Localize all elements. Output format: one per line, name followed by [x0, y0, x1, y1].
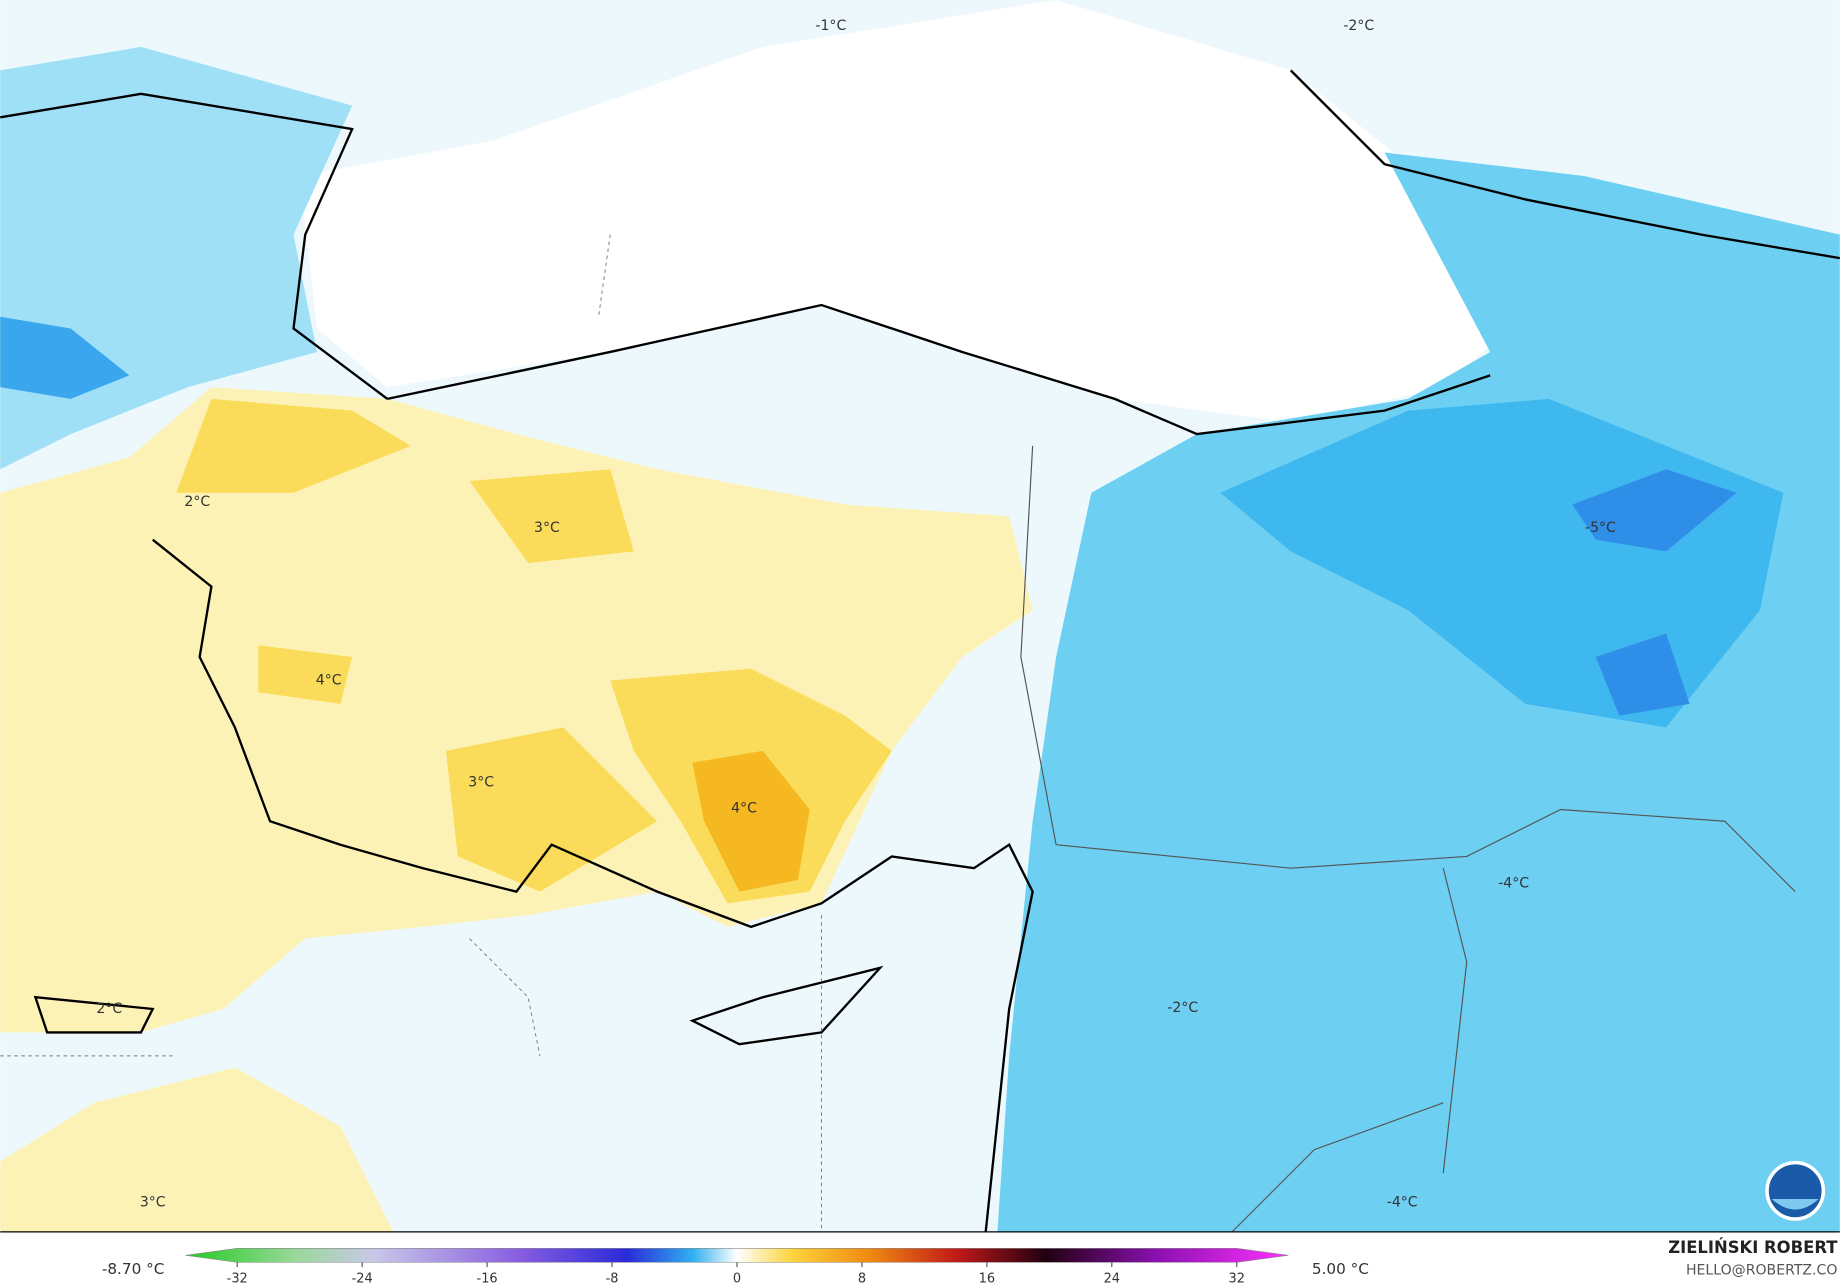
tick-label: 0 — [733, 1271, 741, 1286]
tick-label: 32 — [1229, 1271, 1245, 1286]
eastern-cold — [997, 152, 1840, 1232]
tick-label: 24 — [1104, 1271, 1120, 1286]
map — [0, 0, 1840, 1233]
author-email: HELLO@ROBERTZ.CO — [1686, 1263, 1837, 1279]
southwest-warm — [0, 1067, 394, 1232]
colorbar-ticks: -32 -24 -16 -8 0 8 16 24 32 — [227, 1262, 1245, 1286]
max-label: 5.00 °C — [1312, 1260, 1369, 1278]
coastline — [387, 303, 1491, 436]
tick-label: -24 — [352, 1271, 373, 1286]
contour-label: 2°C — [184, 494, 210, 510]
coastline — [1289, 69, 1840, 260]
coastline — [151, 538, 1034, 1232]
tick-label: -32 — [227, 1271, 248, 1286]
border — [1056, 808, 1796, 893]
contour-label: -5°C — [1585, 520, 1616, 536]
contour-label: 4°C — [316, 672, 342, 688]
noaa-logo — [1765, 1160, 1826, 1221]
coastline — [33, 995, 155, 1034]
contour-label: 3°C — [534, 520, 560, 536]
contour-label: -1°C — [815, 18, 846, 34]
contour-label: 4°C — [731, 800, 757, 816]
tick-label: 8 — [858, 1271, 866, 1286]
min-label: -8.70 °C — [102, 1260, 165, 1278]
hot-core — [692, 750, 810, 892]
eastern-deep — [1572, 469, 1737, 716]
contour-label: -4°C — [1498, 875, 1529, 891]
contour-label: 3°C — [468, 775, 494, 791]
contour-labels: -1°C -2°C 2°C 3°C -5°C 4°C 3°C 4°C -4°C 2°C -2°C 3°… — [96, 18, 1616, 1211]
cold-core — [0, 316, 130, 399]
colorbar — [185, 1247, 1289, 1263]
contour-label: 2°C — [96, 1001, 122, 1017]
contour-label: -2°C — [1343, 18, 1374, 34]
coastline — [689, 965, 884, 1046]
contour-line — [0, 234, 822, 1232]
tick-label: -16 — [477, 1271, 498, 1286]
coastline — [0, 92, 389, 400]
contour-label: -2°C — [1167, 1000, 1198, 1016]
tick-label: -8 — [606, 1271, 619, 1286]
contour-label: -4°C — [1387, 1195, 1418, 1211]
border — [1020, 445, 1468, 1233]
black-sea — [299, 0, 1497, 423]
author-name: ZIELIŃSKI ROBERT — [1668, 1238, 1838, 1257]
contour-label: 3°C — [140, 1195, 166, 1211]
tick-label: 16 — [979, 1271, 995, 1286]
